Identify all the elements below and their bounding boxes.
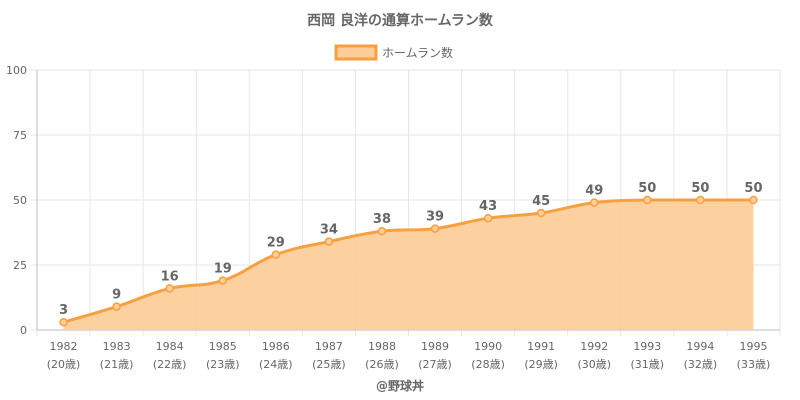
x-tick-sublabel: (26歳) xyxy=(365,358,399,371)
series-fill xyxy=(63,200,754,330)
y-tick-label: 75 xyxy=(13,129,27,142)
x-tick-sublabel: (24歳) xyxy=(259,358,293,371)
x-tick-label: 1987 xyxy=(315,340,343,353)
data-point[interactable] xyxy=(271,250,281,259)
data-point[interactable] xyxy=(430,224,440,233)
data-label: 34 xyxy=(320,223,338,238)
data-points xyxy=(59,195,758,327)
data-label: 50 xyxy=(691,181,709,196)
x-tick-label: 1983 xyxy=(103,340,131,353)
data-label: 9 xyxy=(112,288,121,303)
series-area xyxy=(63,198,754,330)
y-tick-label: 25 xyxy=(13,259,27,272)
x-tick-label: 1990 xyxy=(474,340,502,353)
y-axis: 0 25 50 75 100 xyxy=(6,64,38,337)
data-label: 3 xyxy=(59,303,68,318)
data-point[interactable] xyxy=(590,198,599,207)
x-tick-sublabel: (29歳) xyxy=(524,358,558,371)
x-tick-sublabel: (23歳) xyxy=(206,358,240,371)
data-point[interactable] xyxy=(643,195,652,205)
legend-label: ホームラン数 xyxy=(382,45,453,60)
x-tick-label: 1995 xyxy=(739,340,767,353)
watermark: @野球丼 xyxy=(376,378,424,393)
data-label: 38 xyxy=(373,212,391,227)
data-point[interactable] xyxy=(749,195,758,205)
x-tick-sublabel: (30歳) xyxy=(577,358,611,371)
x-tick-label: 1994 xyxy=(686,340,714,353)
data-label: 39 xyxy=(426,210,444,225)
x-tick-label: 1984 xyxy=(156,340,184,353)
data-point[interactable] xyxy=(165,284,174,293)
series-line xyxy=(63,198,754,324)
data-label: 43 xyxy=(479,199,497,214)
data-label: 19 xyxy=(214,262,232,277)
data-point[interactable] xyxy=(218,276,227,285)
x-tick-sublabel: (22歳) xyxy=(153,358,187,371)
x-tick-sublabel: (21歳) xyxy=(100,358,134,371)
data-point[interactable] xyxy=(324,237,334,246)
data-label: 50 xyxy=(638,181,656,196)
data-point[interactable] xyxy=(59,317,68,327)
legend-swatch xyxy=(334,44,378,61)
x-tick-sublabel: (20歳) xyxy=(47,358,81,371)
data-label: 29 xyxy=(267,236,285,251)
y-tick-label: 50 xyxy=(13,194,27,207)
x-tick-sublabel: (31歳) xyxy=(631,358,665,371)
x-tick-sublabel: (27歳) xyxy=(418,358,452,371)
x-axis: 1982 (20歳) 1983 (21歳) 1984 (22歳) 1985 (23歳) 1986… xyxy=(37,329,780,371)
data-point[interactable] xyxy=(377,226,387,236)
data-point[interactable] xyxy=(112,302,121,311)
x-tick-label: 1985 xyxy=(209,340,237,353)
x-tick-label: 1992 xyxy=(580,340,608,353)
y-tick-label: 100 xyxy=(6,64,27,77)
data-label: 45 xyxy=(532,194,550,209)
data-label: 16 xyxy=(161,269,179,284)
x-tick-label: 1993 xyxy=(633,340,661,353)
chart-title: 西岡 良洋の通算ホームラン数 xyxy=(307,12,494,29)
data-point[interactable] xyxy=(536,208,546,218)
data-label: 49 xyxy=(585,184,603,199)
x-tick-label: 1986 xyxy=(262,340,290,353)
data-point[interactable] xyxy=(483,213,493,223)
legend[interactable]: ホームラン数 xyxy=(334,44,453,61)
x-tick-sublabel: (32歳) xyxy=(684,358,718,371)
x-tick-sublabel: (28歳) xyxy=(471,358,505,371)
x-tick-sublabel: (25歳) xyxy=(312,358,346,371)
x-tick-sublabel: (33歳) xyxy=(737,358,771,371)
data-label: 50 xyxy=(744,181,762,196)
data-point[interactable] xyxy=(696,195,705,205)
x-tick-label: 1988 xyxy=(368,340,396,353)
y-tick-label: 0 xyxy=(20,324,27,337)
x-tick-label: 1982 xyxy=(50,340,78,353)
x-tick-label: 1991 xyxy=(527,340,555,353)
x-tick-label: 1989 xyxy=(421,340,449,353)
